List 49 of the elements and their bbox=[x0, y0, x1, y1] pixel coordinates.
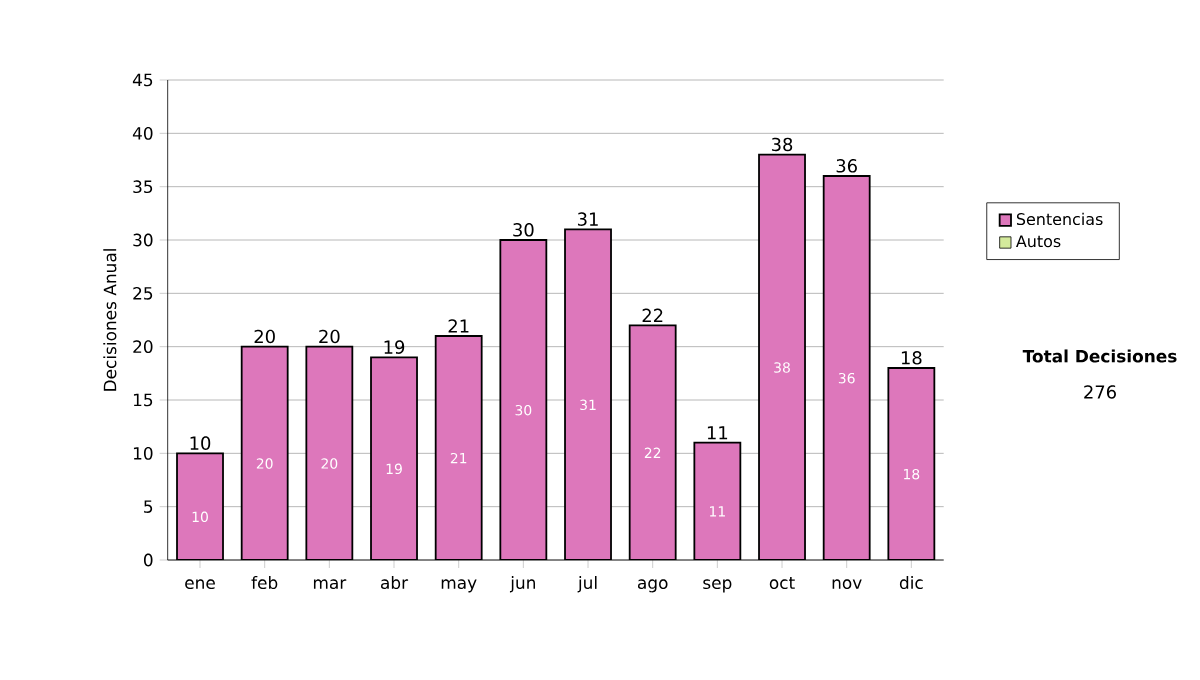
y-tick-label: 10 bbox=[133, 446, 153, 460]
y-tick-label: 25 bbox=[133, 286, 153, 300]
bar bbox=[693, 441, 742, 560]
y-tick-label: 35 bbox=[133, 180, 153, 194]
bar bbox=[370, 356, 418, 560]
x-tick-label: sep bbox=[703, 579, 732, 593]
total-label: 30 bbox=[513, 223, 534, 237]
x-tick-label: jul bbox=[577, 575, 597, 593]
y-tick-label: 45 bbox=[132, 73, 153, 87]
total-label: 38 bbox=[771, 137, 793, 152]
x-tick-label: mar bbox=[313, 579, 347, 590]
x-tick-label: ene bbox=[185, 579, 215, 590]
total-label: 31 bbox=[577, 212, 598, 226]
x-tick-label: feb bbox=[251, 575, 278, 590]
text: Total Decisiones bbox=[1022, 349, 1177, 363]
total-label: 20 bbox=[254, 329, 275, 344]
y-tick-label: 40 bbox=[132, 126, 153, 140]
bar bbox=[305, 345, 354, 560]
y-tick-label: 5 bbox=[144, 500, 153, 513]
bar bbox=[434, 335, 483, 560]
x-tick-label: nov bbox=[832, 579, 862, 590]
bar bbox=[176, 452, 224, 560]
x-tick-label: abr bbox=[381, 575, 409, 590]
bar bbox=[887, 367, 936, 560]
total-label: 19 bbox=[384, 340, 405, 354]
x-tick-label: jun bbox=[509, 575, 535, 593]
total-label: 11 bbox=[707, 426, 728, 440]
text: 276 bbox=[1084, 385, 1116, 399]
y-tick-label: 0 bbox=[143, 553, 153, 567]
bar bbox=[499, 239, 548, 560]
y-axis-title: Decisiones Anual bbox=[103, 249, 117, 391]
x-tick-label: may bbox=[441, 579, 477, 593]
x-tick-label: ago bbox=[637, 579, 668, 593]
bar bbox=[758, 153, 806, 560]
y-tick-label: 15 bbox=[133, 393, 153, 407]
bar bbox=[564, 228, 612, 560]
x-tick-label: oct bbox=[769, 576, 795, 590]
total-label: 18 bbox=[901, 351, 922, 365]
y-tick-label: 30 bbox=[133, 233, 153, 247]
bar bbox=[822, 175, 871, 560]
x-tick-label: dic bbox=[899, 575, 923, 590]
bar bbox=[240, 345, 289, 560]
total-label: 36 bbox=[836, 159, 857, 173]
total-label: 21 bbox=[448, 319, 469, 333]
total-label: 20 bbox=[319, 329, 340, 344]
total-label: 22 bbox=[642, 308, 663, 322]
bar bbox=[628, 324, 677, 560]
total-label: 10 bbox=[190, 436, 211, 450]
y-tick-label: 20 bbox=[133, 340, 153, 354]
